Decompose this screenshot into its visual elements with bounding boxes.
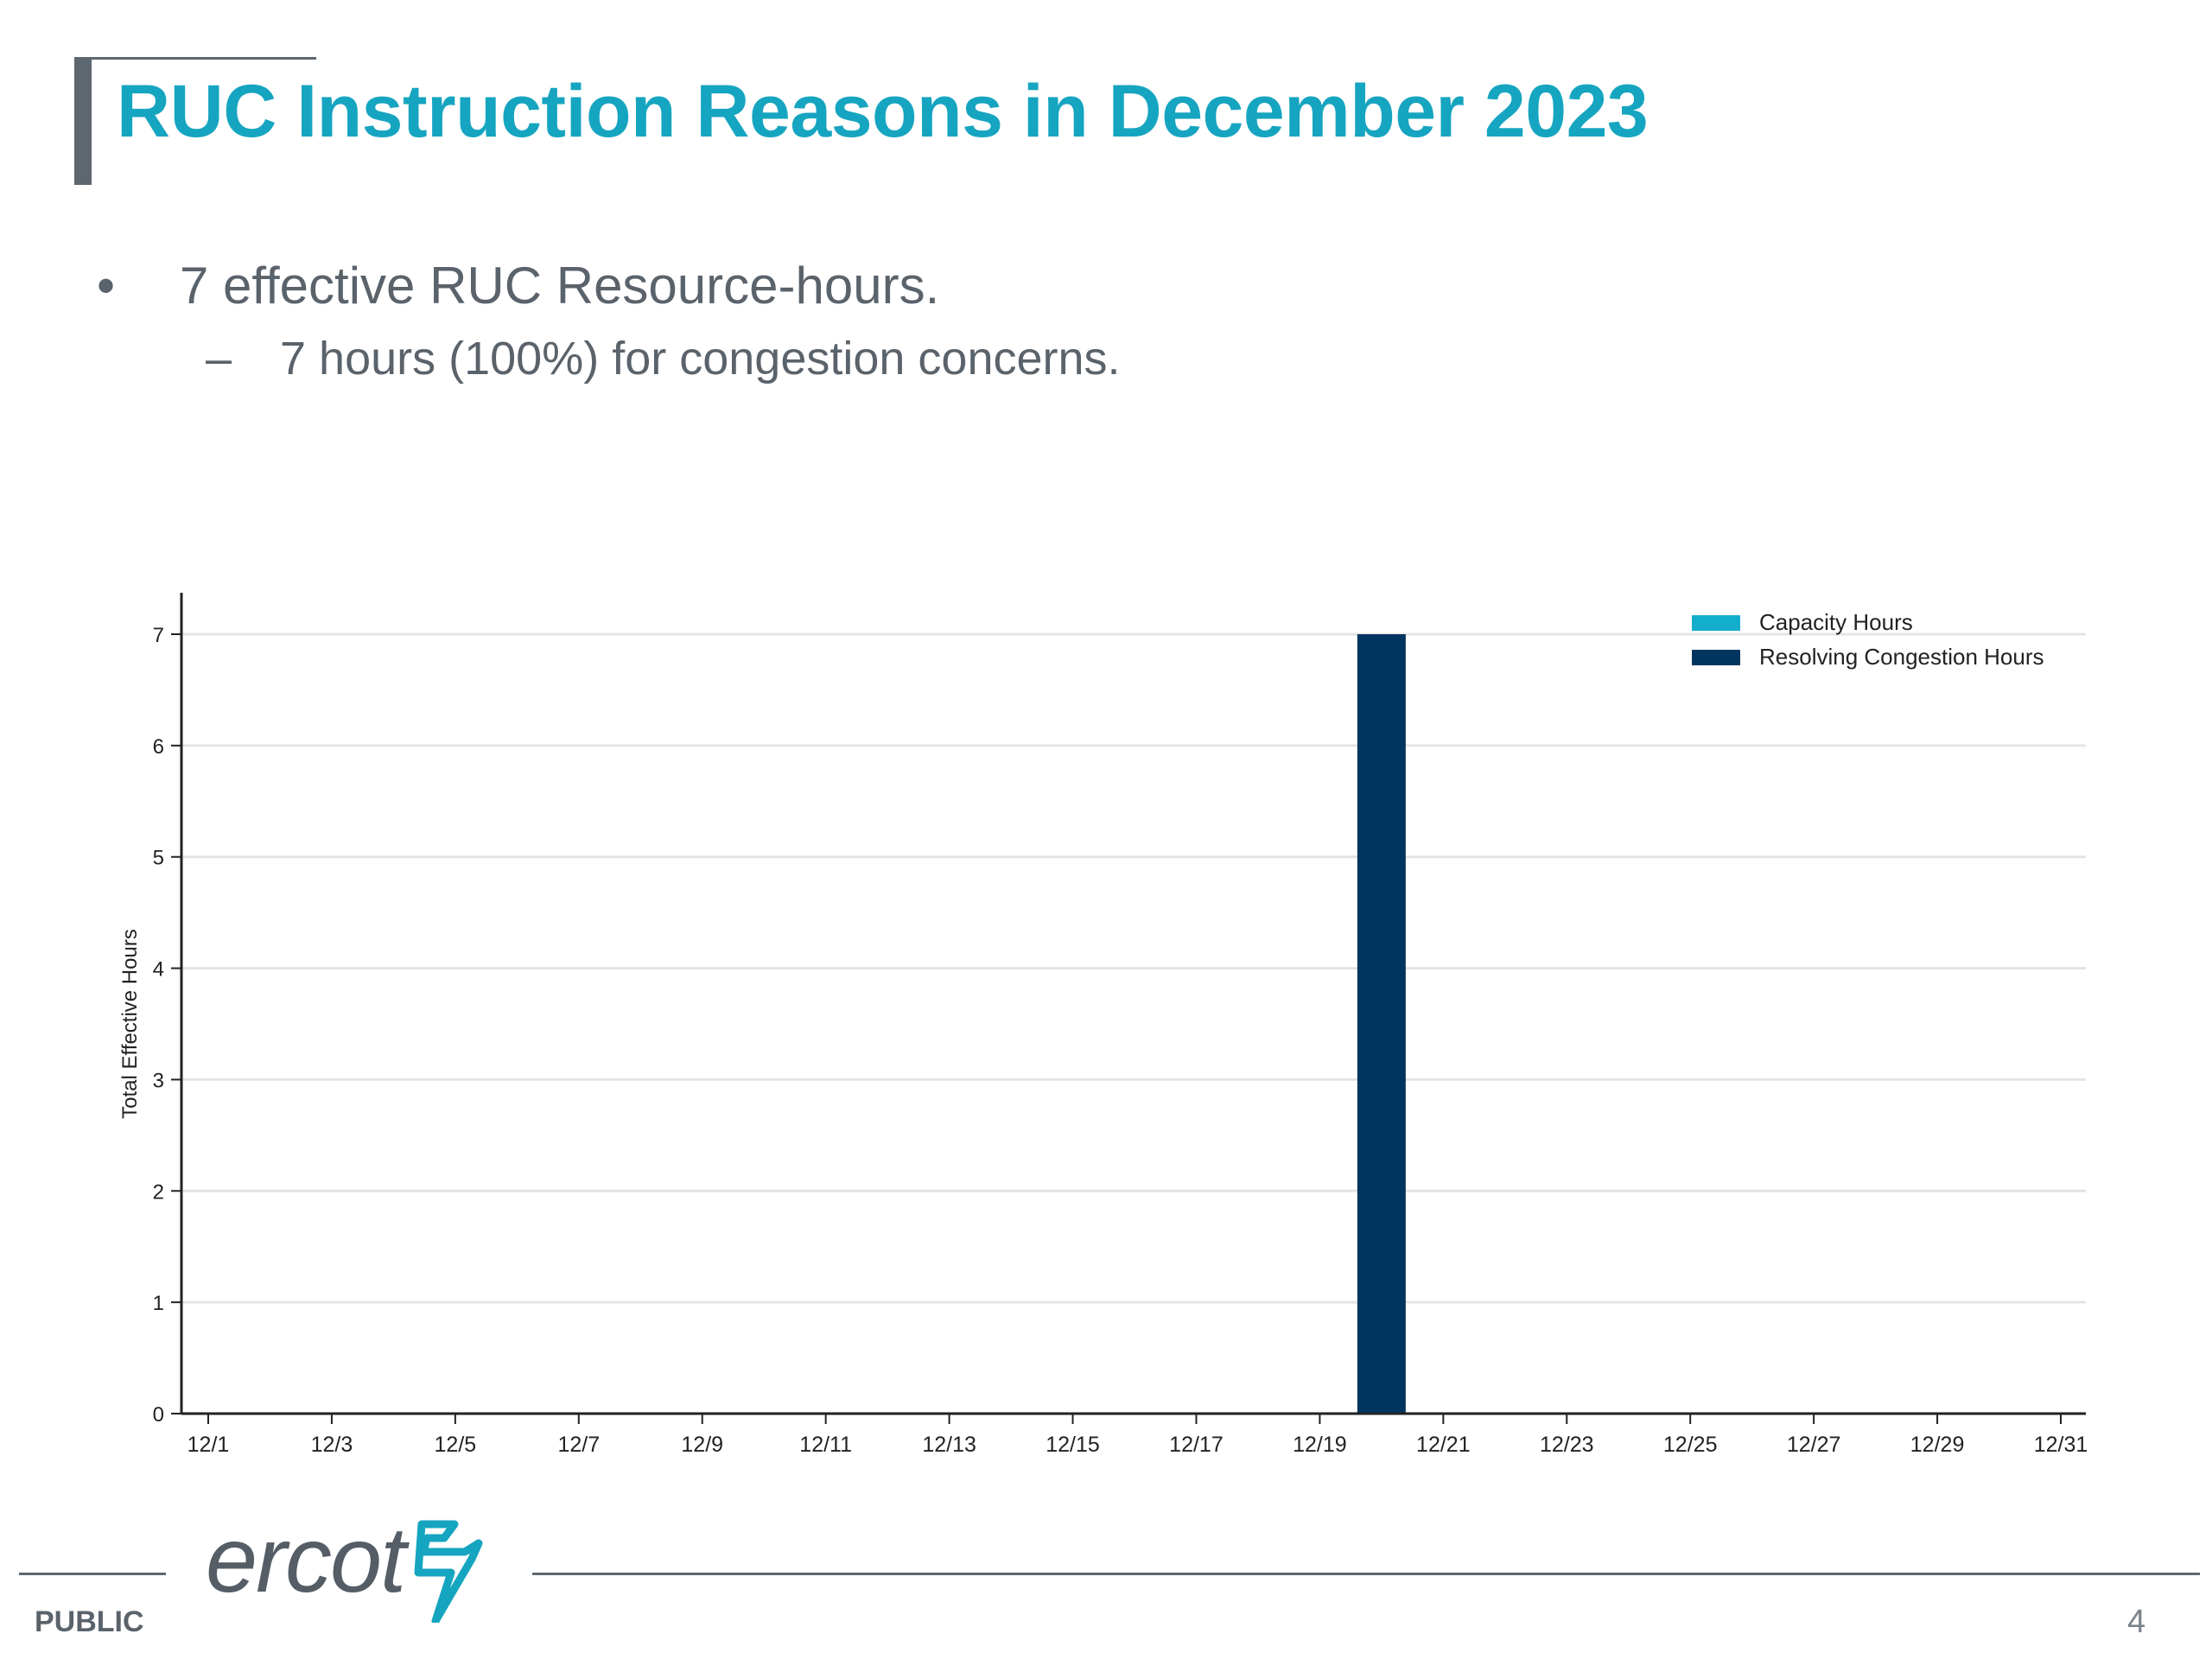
- x-tick-label: 12/11: [799, 1433, 852, 1457]
- x-tick-label: 12/13: [922, 1433, 976, 1457]
- x-tick-label: 12/29: [1910, 1433, 1965, 1457]
- y-tick-label: 6: [153, 735, 164, 759]
- footer-line-left: [19, 1573, 166, 1575]
- title-accent-line: [74, 57, 316, 60]
- title-accent-bar: [74, 57, 92, 185]
- y-tick-label: 7: [153, 624, 164, 647]
- x-tick-label: 12/25: [1663, 1433, 1718, 1457]
- y-tick-label: 4: [153, 958, 164, 982]
- x-tick-label: 12/27: [1787, 1433, 1841, 1457]
- legend-label: Resolving Congestion Hours: [1759, 644, 2044, 670]
- page-number: 4: [2127, 1604, 2146, 1640]
- bullet-item: • 7 effective RUC Resource-hours.: [97, 256, 939, 315]
- sub-bullet-item: –7 hours (100%) for congestion concerns.: [206, 332, 1121, 385]
- x-tick-label: 12/5: [435, 1433, 477, 1457]
- x-tick-label: 12/21: [1416, 1433, 1471, 1457]
- y-tick-label: 3: [153, 1069, 164, 1092]
- footer-line-right: [532, 1573, 2200, 1575]
- ercot-logo-text: ercot: [206, 1507, 406, 1611]
- y-tick-label: 5: [153, 847, 164, 870]
- legend-label: Capacity Hours: [1759, 609, 1913, 635]
- x-tick-label: 12/31: [2034, 1433, 2088, 1457]
- legend-swatch: [1692, 615, 1740, 631]
- sub-bullet-marker: –: [206, 333, 232, 385]
- x-tick-label: 12/19: [1293, 1433, 1347, 1457]
- bar: [1357, 634, 1406, 1414]
- ercot-bolt-icon: [414, 1520, 483, 1623]
- x-tick-label: 12/3: [311, 1433, 353, 1457]
- y-tick-label: 0: [153, 1403, 164, 1427]
- bullet-marker: •: [97, 257, 116, 315]
- x-tick-label: 12/23: [1540, 1433, 1594, 1457]
- y-tick-label: 1: [153, 1292, 164, 1315]
- classification-label: PUBLIC: [35, 1605, 144, 1638]
- sub-bullet-text: 7 hours (100%) for congestion concerns.: [280, 333, 1121, 385]
- x-tick-label: 12/1: [188, 1433, 230, 1457]
- legend-swatch: [1692, 650, 1740, 665]
- bars: [1357, 634, 1406, 1414]
- bullet-text: 7 effective RUC Resource-hours.: [180, 257, 940, 315]
- x-tick-label: 12/15: [1046, 1433, 1100, 1457]
- y-axis-label: Total Effective Hours: [118, 929, 142, 1119]
- grid-lines: [181, 632, 2086, 1304]
- x-tick-label: 12/17: [1169, 1433, 1224, 1457]
- legend: Capacity Hours Resolving Congestion Hours: [1692, 609, 2044, 670]
- axes: 0 1 2 3 4 5 6 7 12/1 12/3 12/5 12/7 12/9 12/11 12/13 12…: [118, 593, 2088, 1457]
- x-tick-label: 12/7: [557, 1433, 600, 1457]
- y-tick-label: 2: [153, 1180, 164, 1204]
- x-tick-label: 12/9: [681, 1433, 723, 1457]
- slide-title: RUC Instruction Reasons in December 2023: [117, 70, 1649, 153]
